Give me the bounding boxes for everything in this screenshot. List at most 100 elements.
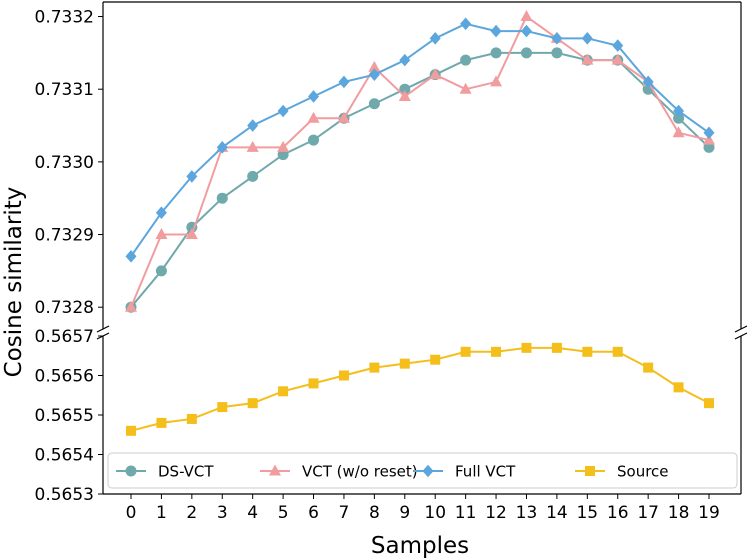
x-tick-label: 16 [607,503,629,523]
series-line-source [130,346,710,432]
legend-marker [125,465,137,477]
data-point-vct-w-o-reset [307,111,320,123]
data-point-source [673,382,684,393]
data-point-vct-w-o-reset [398,89,411,101]
y-tick-label-upper: 0.7330 [35,153,94,173]
data-point-source [491,346,502,357]
legend-label: Full VCT [455,463,516,481]
x-tick-label: 4 [247,503,258,523]
x-tick-label: 8 [369,503,380,523]
data-point-vct-w-o-reset [337,111,350,123]
x-axis-title: Samples [371,533,469,559]
x-tick-label: 0 [126,503,137,523]
data-point-full-vct [581,32,593,45]
data-point-source [156,417,167,428]
data-point-source [430,354,441,365]
data-point-full-vct [551,32,563,45]
data-point-source [217,402,228,413]
data-point-full-vct [673,104,685,118]
data-point-source [399,358,410,369]
data-point-source [126,425,136,436]
x-tick-label: 12 [485,503,507,523]
data-point-source [612,346,623,357]
x-tick-label: 15 [576,503,598,523]
data-point-ds-vct [520,47,532,59]
data-point-source [338,370,349,381]
data-point-full-vct [277,104,289,118]
series-source [126,342,714,436]
legend-label: Source [617,463,669,481]
data-point-vct-w-o-reset [429,68,442,80]
axes: 0.7328 0.7329 0.7330 0.7331 0.7332 0.5653 0.56… [35,1,748,523]
data-point-ds-vct [703,141,715,153]
y-axis-title: Cosine similarity [1,187,27,378]
data-point-full-vct [460,17,472,31]
data-point-full-vct [338,75,350,89]
data-point-vct-w-o-reset [277,140,290,152]
x-tick-label: 18 [668,503,690,523]
legend-label: VCT (w/o reset) [302,463,418,481]
x-tick-label: 11 [455,503,477,523]
series-layer [125,10,715,436]
data-point-vct-w-o-reset [155,228,168,240]
data-point-vct-w-o-reset [368,60,381,72]
data-point-source [308,378,319,389]
x-tick-label: 6 [308,503,319,523]
data-point-source [186,413,197,424]
data-point-ds-vct [216,192,228,204]
axis-break-mark [96,325,110,333]
y-tick-label-lower: 0.5657 [35,327,94,347]
x-tick-label: 7 [339,503,350,523]
series-line-full-vct [130,22,710,257]
x-tick-label: 17 [637,503,659,523]
data-point-source [643,362,654,373]
data-point-vct-w-o-reset [490,75,503,87]
data-point-ds-vct [399,83,411,95]
y-tick-label-lower: 0.5654 [35,446,94,466]
data-point-vct-w-o-reset [125,300,137,312]
series-full-vct [125,17,715,263]
x-tick-label: 14 [546,503,568,523]
data-point-source [551,342,562,353]
data-point-full-vct [155,206,167,220]
x-tick-label: 9 [399,503,410,523]
data-point-source [521,342,532,353]
data-point-ds-vct [308,134,320,146]
data-point-source [704,398,714,409]
data-point-full-vct [125,250,137,263]
data-point-full-vct [216,141,228,154]
y-tick-label-lower: 0.5653 [35,485,94,505]
axis-break-mark [734,325,748,333]
y-tick-label-lower: 0.5655 [35,406,94,426]
data-point-source [247,398,258,409]
x-tick-label: 2 [186,503,197,523]
data-point-ds-vct [155,265,167,277]
data-point-full-vct [612,39,624,52]
series-ds-vct [125,47,715,313]
data-point-source [460,346,471,357]
x-tick-label: 13 [516,503,538,523]
data-point-vct-w-o-reset [185,228,198,240]
legend: DS-VCT VCT (w/o reset) Full VCT Source [107,452,738,489]
y-tick-label-upper: 0.7331 [35,80,94,100]
x-tick-label: 5 [278,503,289,523]
axis-break-mark [734,332,748,340]
data-point-source [369,362,380,373]
data-point-source [582,346,593,357]
data-point-vct-w-o-reset [672,126,685,138]
y-tick-label-upper: 0.7329 [35,226,94,246]
y-tick-label-upper: 0.7328 [35,298,94,318]
data-point-vct-w-o-reset [459,82,472,94]
data-point-vct-w-o-reset [246,140,259,152]
y-tick-label-upper: 0.7332 [35,8,94,28]
data-point-full-vct [490,24,502,38]
data-point-full-vct [368,68,380,81]
legend-marker [585,466,595,476]
legend-label: DS-VCT [158,463,214,481]
y-tick-label-lower: 0.5656 [35,367,94,387]
data-point-full-vct [399,53,411,67]
legend-marker [422,464,434,478]
series-line-ds-vct [130,51,710,308]
data-point-full-vct [642,75,654,89]
